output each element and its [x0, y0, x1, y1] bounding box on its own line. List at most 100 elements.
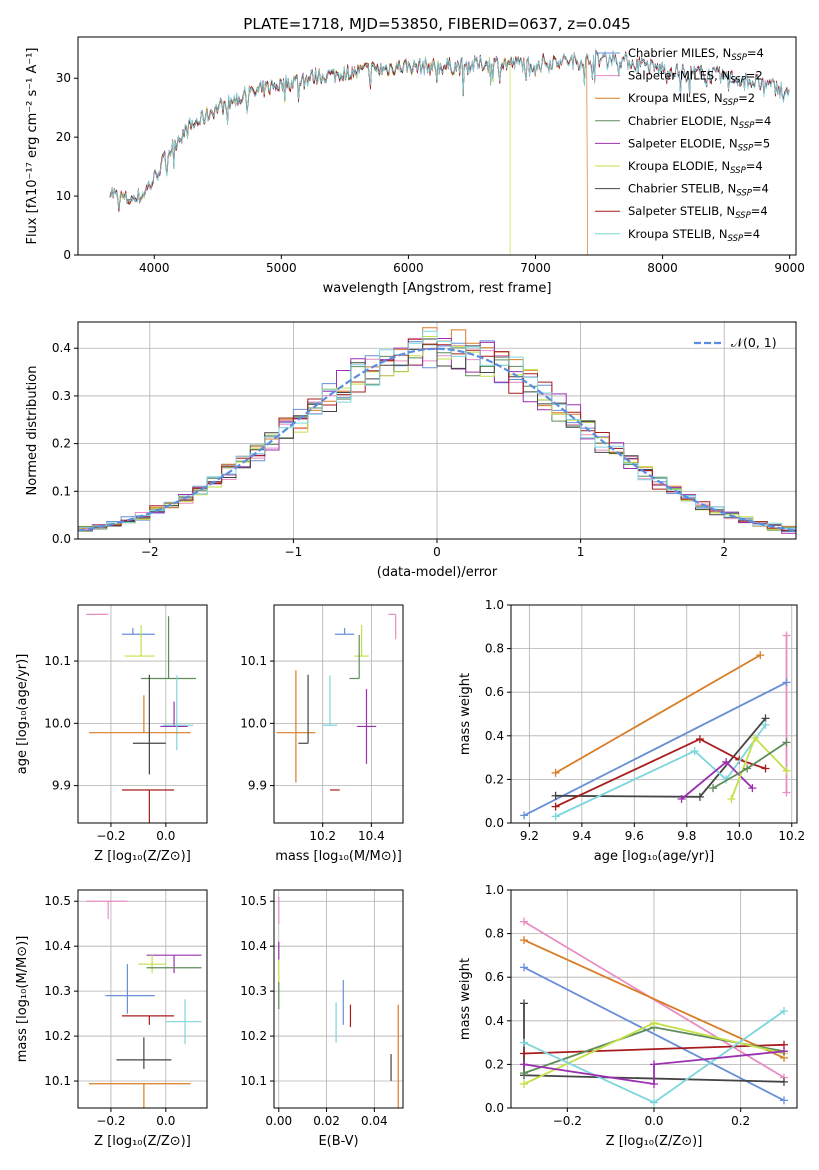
x-axis-label: mass [log₁₀(M/M⊙)] — [275, 849, 402, 864]
y-tick-label: 0.8 — [485, 642, 504, 656]
x-tick-label: 0.0 — [156, 829, 175, 843]
x-tick-label: 0.2 — [731, 1114, 750, 1128]
y-tick-label: 10.5 — [240, 894, 267, 908]
weight-marker — [650, 1080, 658, 1089]
gaussian-curve — [78, 347, 796, 532]
weight-series-line — [523, 1043, 785, 1055]
y-tick-label: 0.4 — [52, 341, 71, 355]
y-tick-label: 10 — [56, 189, 71, 203]
x-tick-label: 5000 — [266, 261, 297, 275]
chart-weight-vs-z: −0.2 0.0 0.2 0.0 0.2 0.4 0.6 0.8 1.0 Z [log₁₀(Z/Z… — [458, 883, 798, 1149]
x-tick-label: 0.0 — [644, 1114, 663, 1128]
x-tick-label: 10.4 — [358, 829, 385, 843]
weight-series-line — [523, 1050, 785, 1086]
legend-entry: Kroupa ELODIE, NSSP=4 — [628, 159, 763, 176]
weight-series-line — [523, 966, 785, 1102]
x-tick-label: −0.2 — [96, 1114, 125, 1128]
weight-marker — [780, 1047, 788, 1056]
x-tick-label: 10.0 — [726, 829, 753, 843]
weight-marker — [727, 795, 736, 804]
x-tick-label: 9.8 — [677, 829, 696, 843]
axes-frame — [510, 604, 798, 824]
residual-histogram — [78, 338, 796, 531]
chart-residuals: −2 −1 0 1 2 0.0 0.1 0.2 0.3 0.4 (data-model)/error… — [25, 321, 797, 580]
x-axis-label: age [log₁₀(age/yr)] — [594, 849, 715, 864]
x-tick-label: 7000 — [520, 261, 551, 275]
legend-entry: Chabrier STELIB, NSSP=4 — [628, 182, 769, 199]
y-tick-label: 9.9 — [248, 779, 267, 793]
axes-frame — [273, 604, 404, 824]
y-axis-label: mass [log₁₀(M/M⊙)] — [15, 936, 30, 1063]
weight-marker — [520, 1080, 528, 1089]
weight-marker — [551, 791, 560, 800]
weight-series-line — [555, 724, 767, 818]
y-tick-label: 10.0 — [44, 716, 71, 730]
legend-entry: Chabrier ELODIE, NSSP=4 — [628, 114, 771, 131]
weight-marker — [782, 738, 791, 747]
x-tick-label: 1 — [577, 545, 585, 559]
legend-entry: Salpeter MILES, NSSP=2 — [628, 69, 763, 86]
chart-weight-vs-age: 9.2 9.4 9.6 9.8 10.0 10.2 0.0 0.2 0.4 0.6 0.8 1.0 ag… — [458, 598, 805, 864]
x-tick-label: 4000 — [139, 261, 170, 275]
weight-marker — [520, 999, 528, 1008]
spectrum-series-line — [109, 50, 790, 209]
y-tick-label: 10.1 — [44, 1074, 71, 1088]
weight-marker — [722, 757, 731, 766]
y-tick-label: 10.4 — [240, 939, 267, 953]
plot-area — [86, 900, 202, 1108]
y-axis-label: mass weight — [458, 673, 473, 755]
weight-marker — [780, 1006, 788, 1015]
y-tick-label: 0.8 — [485, 927, 504, 941]
weight-marker — [780, 1077, 788, 1086]
y-axis-label: mass weight — [458, 958, 473, 1040]
x-tick-label: 8000 — [647, 261, 678, 275]
plot-area — [276, 613, 397, 791]
x-tick-label: 10.2 — [778, 829, 805, 843]
y-axis-label: age [log₁₀(age/yr)] — [15, 654, 30, 775]
y-tick-label: 0.4 — [485, 1014, 504, 1028]
chart-mass-vs-z: −0.2 0.0 10.1 10.2 10.3 10.4 10.5 Z [log₁₀(Z/Z⊙… — [15, 889, 208, 1149]
x-tick-label: 0.00 — [265, 1114, 292, 1128]
y-tick-label: 10.1 — [240, 1074, 267, 1088]
x-tick-label: −0.2 — [553, 1114, 582, 1128]
weight-series-line — [523, 681, 787, 817]
y-tick-label: 0.4 — [485, 729, 504, 743]
x-tick-label: 0 — [433, 545, 441, 559]
weight-marker — [751, 733, 760, 742]
x-tick-label: 9.6 — [625, 829, 644, 843]
spectrum-legend: Chabrier MILES, NSSP=4 Salpeter MILES, NS… — [595, 46, 771, 244]
y-tick-label: 0.2 — [52, 437, 71, 451]
weight-marker — [756, 651, 765, 660]
y-tick-label: 0.1 — [52, 484, 71, 498]
weight-marker — [520, 1049, 528, 1058]
weight-marker — [677, 795, 686, 804]
plot-area — [86, 613, 197, 823]
x-tick-label: 0.0 — [156, 1114, 175, 1128]
x-axis-label: Z [log₁₀(Z/Z⊙)] — [94, 849, 191, 864]
plot-area — [278, 896, 399, 1108]
x-tick-label: 9.2 — [520, 829, 539, 843]
y-tick-label: 20 — [56, 130, 71, 144]
axes-frame — [273, 889, 404, 1109]
plot-area — [520, 631, 791, 821]
x-tick-label: 10.2 — [309, 829, 336, 843]
weight-marker — [551, 802, 560, 811]
axes-frame — [77, 604, 208, 824]
weight-marker — [782, 678, 791, 687]
y-tick-label: 10.2 — [44, 1029, 71, 1043]
x-tick-label: 9000 — [774, 261, 805, 275]
y-tick-label: 0 — [63, 248, 71, 262]
y-tick-label: 10.3 — [240, 984, 267, 998]
x-tick-label: −0.2 — [96, 829, 125, 843]
weight-marker — [761, 764, 770, 773]
weight-marker — [782, 766, 791, 775]
axes-frame — [77, 889, 208, 1109]
y-tick-label: 10.5 — [44, 894, 71, 908]
x-axis-label: wavelength [Angstrom, rest frame] — [323, 281, 552, 296]
legend-entry: Chabrier MILES, NSSP=4 — [628, 46, 764, 63]
weight-marker — [520, 1060, 528, 1069]
weight-marker — [520, 811, 529, 820]
figure-title: PLATE=1718, MJD=53850, FIBERID=0637, z=0… — [243, 15, 630, 33]
y-tick-label: 30 — [56, 71, 71, 85]
